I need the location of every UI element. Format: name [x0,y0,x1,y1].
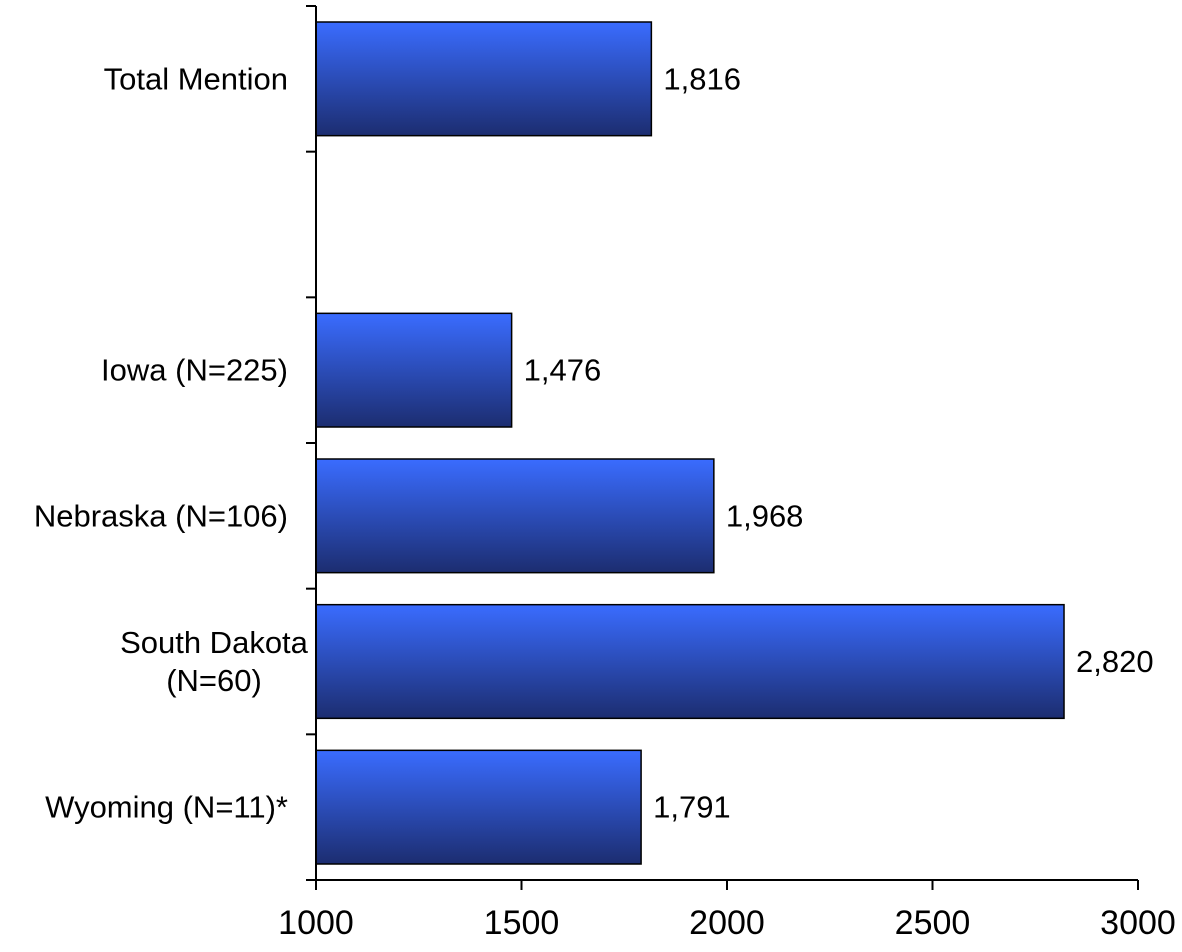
data-label: 1,476 [524,353,602,388]
data-label: 2,820 [1076,644,1154,679]
category-label: Iowa (N=225) [101,353,288,388]
bars-layer [315,21,1065,865]
x-tick-label: 1000 [278,904,354,942]
bar [315,21,653,137]
bar [315,749,642,865]
category-label: Total Mention [104,61,288,96]
data-label: 1,968 [726,498,804,533]
data-label: 1,816 [663,61,741,96]
labels-layer: 1,816 Total Mention 1,476 Iowa (N=225) 1,968… [34,61,1176,942]
category-label: (N=60) [166,663,262,698]
category-label: Wyoming (N=11)* [45,790,288,825]
x-tick-label: 1500 [484,904,560,942]
x-tick-label: 2500 [895,904,971,942]
axes-layer [306,5,1139,890]
bar [315,603,1065,720]
category-label: Nebraska (N=106) [34,498,288,533]
bar [315,312,513,428]
x-tick-label: 2000 [689,904,765,942]
bar [315,458,715,574]
category-label: South Dakota [120,625,309,660]
data-label: 1,791 [653,790,731,825]
x-tick-label: 3000 [1100,904,1176,942]
